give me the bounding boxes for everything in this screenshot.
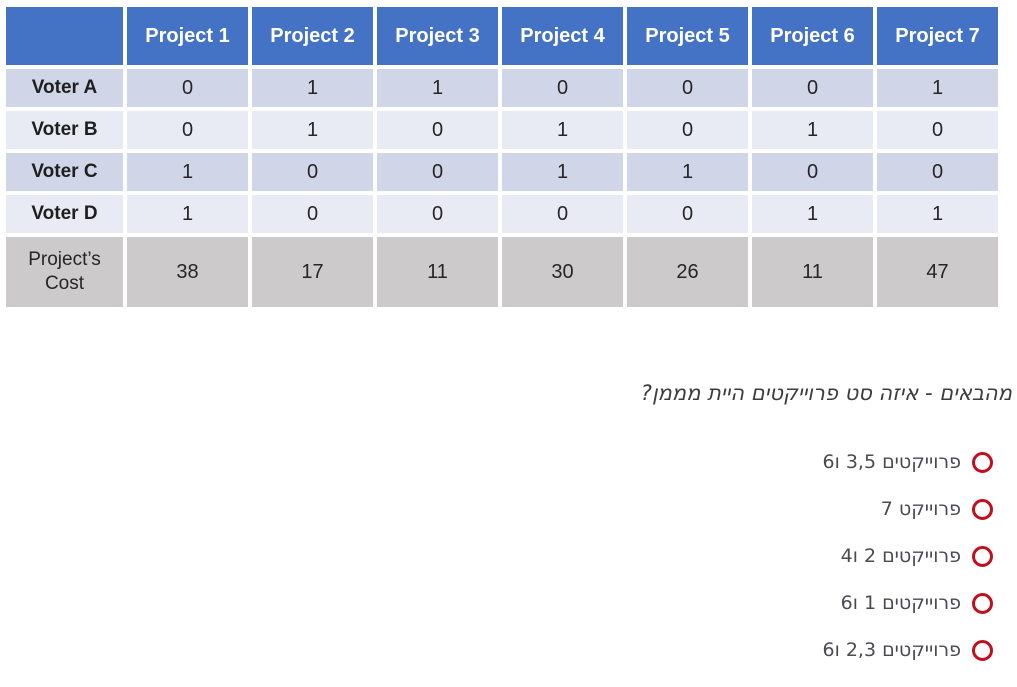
row-label-voter-b: Voter B <box>6 111 123 149</box>
table-row-project-cost: Project’s Cost 38 17 11 30 26 11 47 <box>6 237 998 307</box>
options-list: פרוייקטים 3,5 ו6 פרוייקט 7 פרוייקטים 2 ו… <box>822 449 993 684</box>
cell-cost-p2: 17 <box>252 237 373 307</box>
question-text: מהבאים - איזה סט פרוייקטים היית מממן? <box>640 381 1012 405</box>
row-label-voter-c: Voter C <box>6 153 123 191</box>
cell-voter-c-p6: 0 <box>752 153 873 191</box>
radio-icon[interactable] <box>972 545 993 567</box>
cell-voter-c-p1: 1 <box>127 153 248 191</box>
cell-voter-b-p4: 1 <box>502 111 623 149</box>
cell-voter-a-p3: 1 <box>377 69 498 107</box>
cell-voter-a-p2: 1 <box>252 69 373 107</box>
cell-voter-b-p3: 0 <box>377 111 498 149</box>
cell-voter-d-p5: 0 <box>627 195 748 233</box>
radio-icon[interactable] <box>972 498 993 520</box>
cell-cost-p7: 47 <box>877 237 998 307</box>
cell-cost-p4: 30 <box>502 237 623 307</box>
cell-cost-p3: 11 <box>377 237 498 307</box>
column-header-project-2: Project 2 <box>252 7 373 65</box>
table-row-voter-d: Voter D 1 0 0 0 0 1 1 <box>6 195 998 233</box>
cell-voter-b-p1: 0 <box>127 111 248 149</box>
radio-option-label: פרוייקטים 1 ו6 <box>840 592 961 614</box>
radio-icon[interactable] <box>972 639 993 661</box>
row-label-voter-a: Voter A <box>6 69 123 107</box>
cell-voter-c-p7: 0 <box>877 153 998 191</box>
row-label-voter-d: Voter D <box>6 195 123 233</box>
cell-cost-p6: 11 <box>752 237 873 307</box>
radio-icon[interactable] <box>972 592 993 614</box>
radio-option-3[interactable]: פרוייקטים 2 ו4 <box>823 543 993 569</box>
cell-voter-d-p4: 0 <box>502 195 623 233</box>
cell-cost-p1: 38 <box>127 237 248 307</box>
cell-voter-c-p4: 1 <box>502 153 623 191</box>
radio-option-5[interactable]: פרוייקטים 2,3 ו6 <box>822 637 993 663</box>
radio-option-label: פרוייקטים 2 ו4 <box>840 545 961 567</box>
cell-voter-d-p7: 1 <box>877 195 998 233</box>
cell-voter-b-p6: 1 <box>752 111 873 149</box>
radio-icon[interactable] <box>972 451 993 473</box>
cell-voter-c-p5: 1 <box>627 153 748 191</box>
cell-voter-d-p1: 1 <box>127 195 248 233</box>
cell-voter-d-p3: 0 <box>377 195 498 233</box>
column-header-project-6: Project 6 <box>752 7 873 65</box>
radio-option-2[interactable]: פרוייקט 7 <box>823 496 993 522</box>
column-header-project-4: Project 4 <box>502 7 623 65</box>
cell-voter-a-p5: 0 <box>627 69 748 107</box>
radio-option-1[interactable]: פרוייקטים 3,5 ו6 <box>822 449 993 475</box>
radio-option-label: פרוייקטים 2,3 ו6 <box>822 639 962 661</box>
cell-voter-a-p4: 0 <box>502 69 623 107</box>
column-header-project-3: Project 3 <box>377 7 498 65</box>
table-header-row: Project 1 Project 2 Project 3 Project 4 … <box>6 7 998 65</box>
column-header-project-5: Project 5 <box>627 7 748 65</box>
table-row-voter-c: Voter C 1 0 0 1 1 0 0 <box>6 153 998 191</box>
voting-table: Project 1 Project 2 Project 3 Project 4 … <box>2 3 1002 311</box>
cell-voter-a-p1: 0 <box>127 69 248 107</box>
cell-voter-b-p5: 0 <box>627 111 748 149</box>
radio-option-label: פרוייקטים 3,5 ו6 <box>822 451 962 473</box>
radio-option-label: פרוייקט 7 <box>880 498 961 520</box>
cell-voter-d-p2: 0 <box>252 195 373 233</box>
radio-option-4[interactable]: פרוייקטים 1 ו6 <box>823 590 993 616</box>
cell-voter-b-p2: 1 <box>252 111 373 149</box>
cell-cost-p5: 26 <box>627 237 748 307</box>
cell-voter-b-p7: 0 <box>877 111 998 149</box>
cell-voter-a-p7: 1 <box>877 69 998 107</box>
row-label-project-cost: Project’s Cost <box>6 237 123 307</box>
column-header-project-7: Project 7 <box>877 7 998 65</box>
table-row-voter-a: Voter A 0 1 1 0 0 0 1 <box>6 69 998 107</box>
cell-voter-d-p6: 1 <box>752 195 873 233</box>
table-row-voter-b: Voter B 0 1 0 1 0 1 0 <box>6 111 998 149</box>
corner-cell <box>6 7 123 65</box>
column-header-project-1: Project 1 <box>127 7 248 65</box>
cell-voter-c-p2: 0 <box>252 153 373 191</box>
cell-voter-c-p3: 0 <box>377 153 498 191</box>
cell-voter-a-p6: 0 <box>752 69 873 107</box>
